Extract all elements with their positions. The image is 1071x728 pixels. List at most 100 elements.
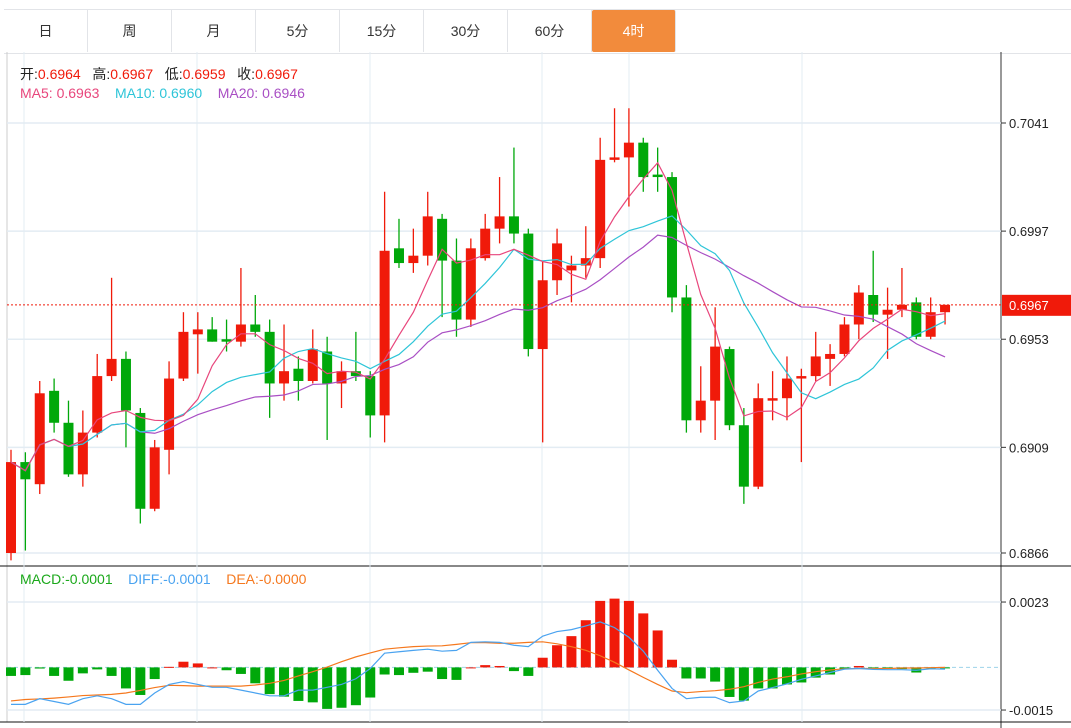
- macd-bar: [810, 667, 821, 678]
- candle-down: [120, 358, 131, 411]
- candle-up: [580, 258, 591, 266]
- ma-legend: MA5: 0.6963 MA10: 0.6960 MA20: 0.6946: [20, 85, 305, 101]
- macd-bar: [164, 666, 175, 668]
- macd-bar: [322, 667, 333, 709]
- high-value: 0.6967: [110, 66, 154, 82]
- candle-up: [753, 398, 764, 487]
- candle-up: [710, 346, 721, 401]
- macd-label: MACD:: [20, 571, 66, 587]
- dea-value: -0.0000: [258, 571, 307, 587]
- macd-bar: [250, 667, 261, 684]
- candle-up: [279, 371, 290, 384]
- tab-7[interactable]: 4时: [592, 10, 676, 52]
- price-tick-label: 0.6953: [1009, 332, 1049, 347]
- ohlc-legend: 开:0.6964 高:0.6967 低:0.6959 收:0.6967: [20, 64, 298, 84]
- candle-up: [896, 304, 907, 310]
- tab-4[interactable]: 15分: [340, 10, 424, 52]
- ma5-label: MA5:: [20, 85, 53, 101]
- diff-value: -0.0001: [163, 571, 211, 587]
- candle-up: [480, 228, 491, 259]
- candle-up: [695, 400, 706, 421]
- candle-up: [34, 393, 45, 485]
- price-tick-label: 0.6909: [1009, 440, 1049, 455]
- candle-up: [609, 157, 620, 160]
- macd-bar: [293, 667, 304, 701]
- tab-2[interactable]: 月: [172, 10, 256, 52]
- candle-down: [322, 351, 333, 384]
- macd-bar: [120, 667, 131, 689]
- tab-3[interactable]: 5分: [256, 10, 340, 52]
- candle-up: [796, 376, 807, 379]
- macd-bar: [77, 667, 88, 674]
- tab-0[interactable]: 日: [4, 10, 88, 52]
- candle-down: [365, 376, 376, 416]
- macd-bar: [609, 598, 620, 668]
- macd-tick-label: -0.0015: [1009, 703, 1053, 718]
- candle-up: [465, 248, 476, 320]
- candle-down: [63, 422, 74, 475]
- candle-down: [264, 331, 275, 384]
- macd-bar: [307, 667, 318, 703]
- macd-legend-item: MACD:-0.0001: [20, 571, 113, 587]
- candle-down: [437, 218, 448, 261]
- macd-bar: [523, 667, 534, 676]
- candle-up: [92, 376, 103, 433]
- macd-bar: [365, 667, 376, 698]
- macd-bar: [178, 661, 189, 668]
- candle-up: [552, 243, 563, 281]
- macd-bar: [221, 667, 232, 671]
- candle-up: [940, 304, 951, 313]
- candle-up: [537, 280, 548, 350]
- macd-bar: [379, 667, 390, 675]
- open-value: 0.6964: [37, 66, 81, 82]
- macd-bar: [710, 667, 721, 682]
- tab-1[interactable]: 周: [88, 10, 172, 52]
- tab-5[interactable]: 30分: [424, 10, 508, 52]
- candle-up: [595, 159, 606, 259]
- ma20-line: [10, 234, 946, 472]
- macd-bar: [20, 667, 31, 676]
- price-tick-label: 0.7041: [1009, 116, 1049, 131]
- macd-bar: [508, 667, 519, 672]
- macd-bar: [623, 600, 634, 668]
- macd-bar: [279, 667, 290, 697]
- macd-bar: [480, 665, 491, 668]
- candle-up: [781, 378, 792, 399]
- low-value: 0.6959: [182, 66, 226, 82]
- macd-bar: [465, 667, 476, 669]
- candle-down: [451, 260, 462, 320]
- macd-bar: [451, 667, 462, 680]
- diff-legend-item: DIFF:-0.0001: [128, 571, 210, 587]
- candle-up: [925, 312, 936, 337]
- macd-bar: [681, 667, 692, 679]
- macd-bar: [408, 667, 419, 673]
- candle-down: [652, 174, 663, 178]
- ma10-legend: MA10: 0.6960: [115, 85, 202, 101]
- ma10-line: [10, 215, 946, 472]
- candle-down: [523, 233, 534, 350]
- candle-up: [408, 255, 419, 264]
- macd-bar: [49, 667, 60, 676]
- close-label: 收:: [237, 66, 256, 82]
- macd-value: -0.0001: [65, 571, 113, 587]
- candle-down: [724, 349, 735, 426]
- candle-up: [6, 462, 16, 553]
- macd-bar: [207, 667, 218, 669]
- tab-6[interactable]: 60分: [508, 10, 592, 52]
- candle-up: [235, 324, 246, 342]
- macd-bar: [537, 657, 548, 668]
- macd-bar: [393, 667, 404, 676]
- candle-down: [681, 297, 692, 421]
- candle-up: [623, 142, 634, 158]
- candle-down: [135, 412, 146, 509]
- macd-bar: [192, 663, 203, 668]
- ma20-label: MA20:: [217, 85, 259, 101]
- candle-up: [566, 265, 577, 271]
- current-price-label: 0.6967: [1009, 298, 1049, 313]
- candle-down: [868, 295, 879, 315]
- candle-down: [350, 371, 361, 377]
- candle-down: [221, 339, 232, 342]
- macd-bar: [695, 667, 706, 679]
- macd-bar: [350, 667, 361, 706]
- ma20-value: 0.6946: [262, 85, 305, 101]
